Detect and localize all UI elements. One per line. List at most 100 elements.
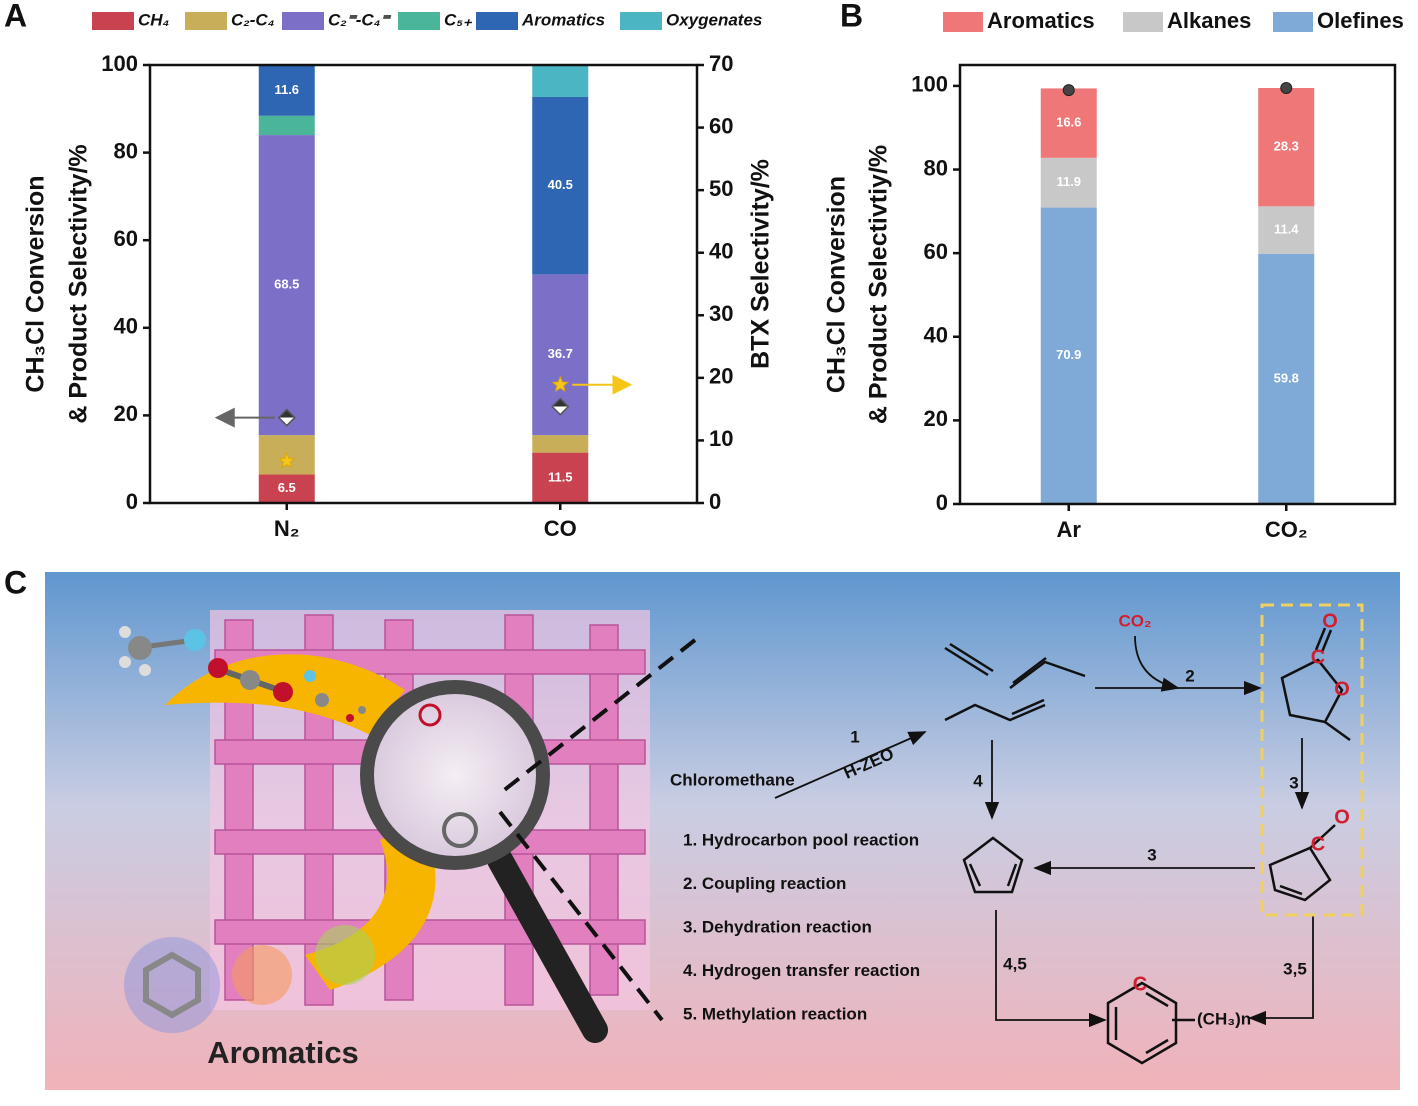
data-label: 28.3	[1274, 139, 1299, 154]
y-axis-label: & Product Selectivtiy/%	[865, 145, 893, 424]
data-label: 11.5	[548, 469, 573, 484]
data-label: 11.9	[1056, 174, 1081, 189]
marker-star	[551, 375, 569, 393]
y-tick-label: 60	[924, 239, 948, 264]
legend-label: CH₄	[138, 10, 170, 29]
bar-segment	[1040, 88, 1097, 158]
bar-segment	[1040, 207, 1097, 504]
step-label: 1	[850, 727, 859, 746]
bar-segment	[532, 435, 589, 453]
legend-swatch	[476, 12, 518, 30]
atom-label: O	[1322, 610, 1338, 632]
data-label: 36.7	[548, 346, 573, 361]
legend-swatch	[282, 12, 324, 30]
scheme-bonds	[944, 627, 1351, 1065]
y-tick-label: 20	[924, 406, 948, 431]
step-label: 3	[1147, 845, 1156, 864]
legend-label: C₂-C₄	[231, 10, 275, 29]
y-tick-label: 80	[114, 138, 138, 163]
data-label: 70.9	[1056, 347, 1081, 362]
legend-label: C₂⁼-C₄⁼	[328, 10, 391, 29]
y-tick-label: 100	[911, 72, 948, 97]
atom-label: C	[1311, 833, 1325, 855]
bar-segment	[532, 65, 589, 97]
x-tick-label: CO	[544, 516, 577, 541]
reactant: Chloromethane	[670, 770, 795, 789]
data-label: 59.8	[1274, 370, 1299, 385]
legend-swatch	[1273, 12, 1313, 32]
y2-tick-label: 30	[709, 301, 733, 326]
bar-segment	[1040, 157, 1097, 208]
bar-segment	[258, 115, 315, 136]
panel-label: A	[4, 0, 27, 33]
legend-label: Oxygenates	[666, 10, 762, 29]
legend-label: C₅₊	[444, 10, 473, 29]
plot-frame	[958, 63, 1397, 506]
y-tick-label: 60	[114, 226, 138, 251]
panel-label: B	[840, 0, 863, 33]
data-label: 68.5	[274, 277, 299, 292]
bar-segment	[258, 474, 315, 503]
marker-circle	[1062, 84, 1075, 97]
legend-swatch	[185, 12, 227, 30]
substituent: (CH₃)n	[1197, 1009, 1251, 1028]
data-label: 11.6	[274, 82, 299, 97]
atom-label: C	[1133, 973, 1147, 995]
y-tick-label: 20	[114, 401, 138, 426]
y2-axis-label: BTX Selectivity/%	[747, 159, 775, 369]
atom-label: O	[1334, 678, 1350, 700]
legend-label: Alkanes	[1167, 8, 1251, 33]
y-tick-label: 0	[936, 490, 948, 515]
y-tick-label: 40	[924, 323, 948, 348]
bar-segment	[1258, 253, 1315, 504]
y-tick-label: 100	[101, 51, 138, 76]
atom-label: O	[1334, 806, 1350, 828]
step-label: 3,5	[1283, 959, 1307, 978]
scheme-arrows	[774, 635, 1314, 1028]
bar-segment	[532, 452, 589, 503]
reaction-item: 1. Hydrocarbon pool reaction	[683, 830, 919, 849]
data-label: 40.5	[548, 177, 573, 192]
legend-swatch	[943, 12, 983, 32]
x-tick-label: N₂	[274, 516, 300, 541]
step-label: 3	[1289, 773, 1298, 792]
marker-diamond	[277, 408, 296, 427]
illustration-label: Aromatics	[207, 1035, 359, 1070]
marker-star	[278, 452, 296, 469]
y-tick-label: 40	[114, 314, 138, 339]
step-label: 2	[1185, 666, 1194, 685]
y2-tick-label: 70	[709, 51, 733, 76]
reaction-item: 5. Methylation reaction	[683, 1004, 867, 1023]
legend-swatch	[1123, 12, 1163, 32]
bar-segment	[258, 65, 315, 116]
legend-swatch	[398, 12, 440, 30]
y-axis-label: CH₃Cl Conversion	[22, 175, 50, 392]
bar-segment	[258, 135, 315, 436]
legend-label: Aromatics	[987, 8, 1095, 33]
step-label: 4,5	[1003, 954, 1027, 973]
panel-label: C	[4, 564, 27, 600]
zoom-line	[496, 638, 697, 797]
bar-segment	[1258, 206, 1315, 254]
legend-swatch	[620, 12, 662, 30]
legend-label: Aromatics	[521, 10, 605, 29]
reaction-item: 4. Hydrogen transfer reaction	[683, 961, 920, 980]
y-tick-label: 0	[126, 489, 138, 514]
legend-swatch	[92, 12, 134, 30]
benzene-model	[124, 925, 375, 1033]
y2-tick-label: 40	[709, 239, 733, 264]
y-tick-label: 80	[924, 155, 948, 180]
plot-frame	[148, 63, 699, 505]
molecule	[119, 626, 366, 722]
y2-tick-label: 60	[709, 113, 733, 138]
step-label: 4	[973, 771, 983, 790]
magnifier	[360, 680, 608, 1043]
data-label: 16.6	[1056, 115, 1081, 130]
y-axis-label: CH₃Cl Conversion	[823, 176, 851, 393]
bar-segment	[532, 96, 589, 275]
y-axis-label: & Product Selectivity/%	[65, 144, 93, 423]
y2-tick-label: 0	[709, 489, 721, 514]
co2-label: CO₂	[1118, 611, 1151, 630]
data-label: 11.4	[1274, 222, 1299, 237]
